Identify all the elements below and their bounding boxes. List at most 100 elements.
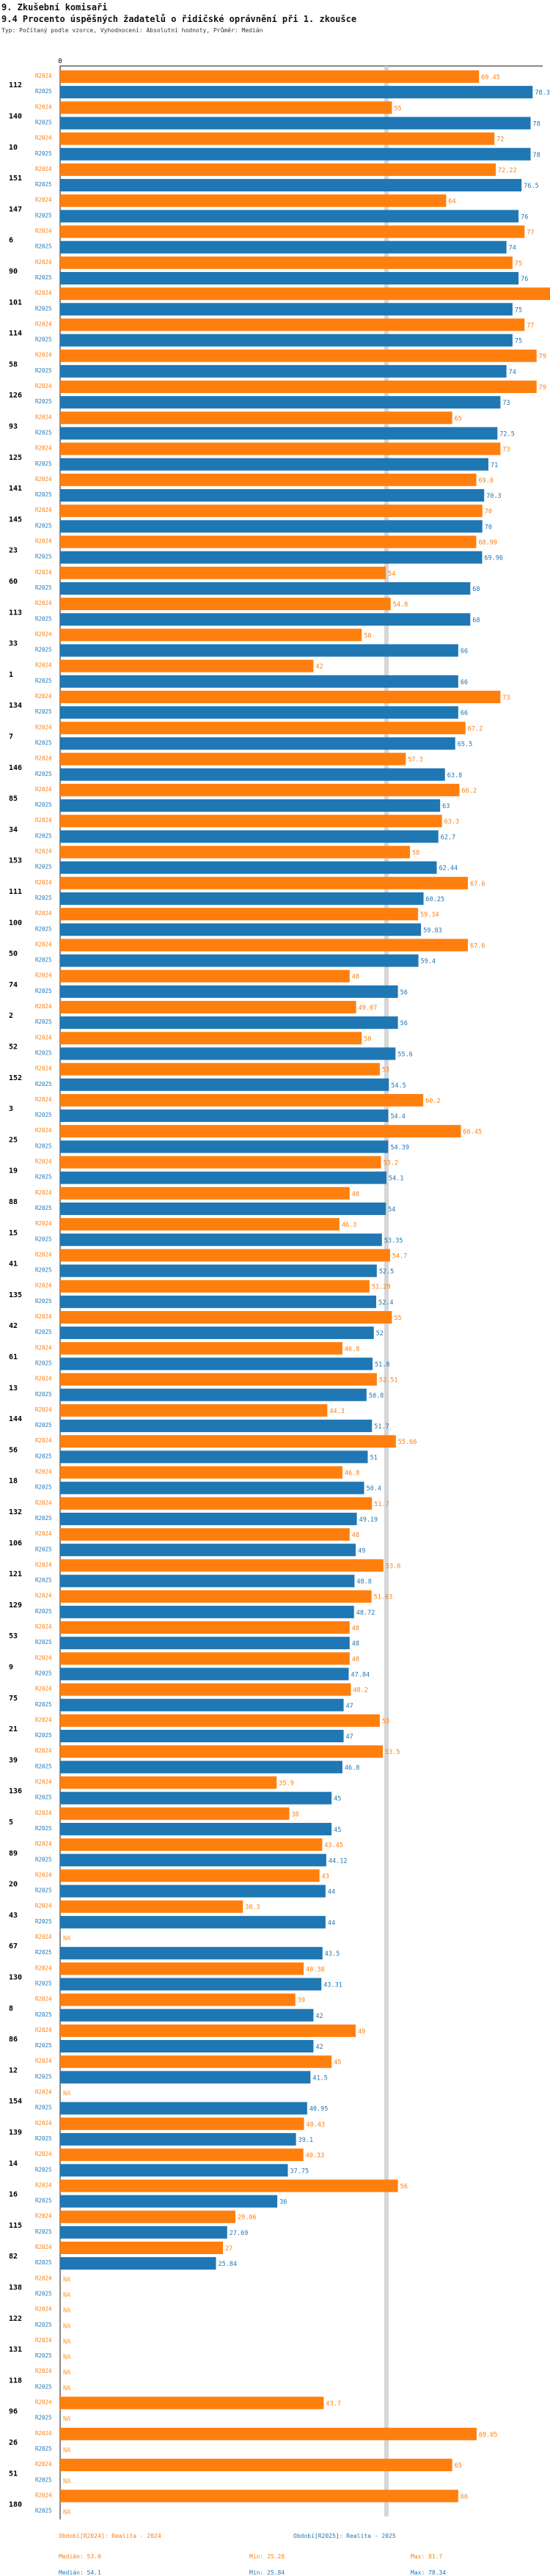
series-row-label-r2024: R2024 — [35, 2492, 52, 2498]
series-row-label-r2024: R2024 — [35, 972, 52, 979]
bar-r2025 — [60, 520, 483, 533]
legend-entry-r2024: Období[R2024]: Realita - 2024 — [59, 2532, 161, 2539]
category-label: 26 — [9, 2439, 18, 2447]
bar-r2025 — [60, 1791, 332, 1805]
bar-r2025 — [60, 334, 513, 347]
bar-r2025 — [60, 179, 522, 192]
series-row-label-r2024: R2024 — [35, 445, 52, 452]
series-row-label-r2024: R2024 — [35, 724, 52, 730]
stat-r2025-1: Min: 25.84 — [249, 2569, 285, 2576]
series-row-label-r2025: R2025 — [35, 864, 52, 870]
bar-r2024 — [60, 1776, 277, 1789]
data-label-r2025: 39.1 — [298, 2137, 313, 2144]
bar-r2024 — [60, 598, 391, 611]
data-label-r2025: 50.8 — [369, 1392, 384, 1400]
bar-r2024 — [60, 2459, 452, 2472]
series-row-label-r2024: R2024 — [35, 1034, 52, 1041]
data-label-r2024: 72 — [496, 136, 504, 144]
bar-r2025 — [60, 737, 455, 750]
series-row-label-r2025: R2025 — [35, 1577, 52, 1584]
series-row-label-r2024: R2024 — [35, 1623, 52, 1630]
bar-r2024 — [60, 70, 480, 83]
category-label: 131 — [9, 2346, 22, 2354]
data-label-r2025: 54.39 — [390, 1144, 409, 1151]
bar-r2025 — [60, 1420, 373, 1433]
bar-r2025 — [60, 2225, 227, 2239]
bar-r2024 — [60, 939, 469, 952]
bar-r2024 — [60, 1403, 328, 1417]
series-row-label-r2024: R2024 — [35, 1841, 52, 1847]
bar-r2025 — [60, 923, 422, 936]
data-label-r2024: 51.63 — [374, 1594, 393, 1601]
data-label-r2025: 68 — [472, 586, 480, 593]
series-row-label-r2024: R2024 — [35, 1747, 52, 1754]
series-row-label-r2024: R2024 — [35, 290, 52, 296]
category-label: 43 — [9, 1912, 18, 1920]
data-label-r2025: 75 — [515, 338, 522, 345]
bar-r2024 — [60, 1621, 350, 1634]
series-row-label-r2024: R2024 — [35, 1159, 52, 1165]
data-label-r2025: 63.8 — [447, 772, 462, 779]
category-label: 23 — [9, 547, 18, 555]
series-row-label-r2025: R2025 — [35, 1359, 52, 1366]
series-row-label-r2025: R2025 — [35, 243, 52, 250]
bar-r2025 — [60, 1915, 326, 1929]
data-label-r2025: 48.72 — [356, 1610, 375, 1617]
category-label: 67 — [9, 1942, 18, 1951]
bar-r2025 — [60, 1761, 342, 1774]
bar-r2025 — [60, 1605, 354, 1618]
series-row-label-r2025: R2025 — [35, 1236, 52, 1242]
series-row-label-r2024: R2024 — [35, 1996, 52, 2003]
bar-r2025 — [60, 644, 458, 657]
series-row-label-r2024: R2024 — [35, 1717, 52, 1723]
data-label-r2024: 30.3 — [245, 1904, 260, 1912]
data-label-r2024: 45 — [334, 2059, 341, 2066]
series-row-label-r2025: R2025 — [35, 1142, 52, 1149]
bar-r2025 — [60, 1109, 389, 1123]
data-label-r2025: 51.8 — [375, 1361, 389, 1368]
category-label: 144 — [9, 1415, 22, 1423]
series-row-label-r2024: R2024 — [35, 755, 52, 762]
series-row-label-r2024: R2024 — [35, 2181, 52, 2188]
series-row-label-r2024: R2024 — [35, 1871, 52, 1878]
bar-r2025 — [60, 1637, 350, 1650]
data-label-r2025: 51.7 — [374, 1423, 389, 1431]
bar-r2025 — [60, 1822, 332, 1835]
data-label-r2025: 49 — [358, 1547, 365, 1555]
data-label-r2025: 70 — [485, 524, 492, 531]
series-row-label-r2025: R2025 — [35, 1019, 52, 1025]
data-label-r2025: 66 — [461, 648, 468, 656]
series-row-label-r2025: R2025 — [35, 1701, 52, 1708]
series-row-label-r2025: R2025 — [35, 2508, 52, 2514]
data-label-r2025: 45 — [334, 1827, 341, 1834]
bar-r2025 — [60, 2102, 307, 2115]
data-label-r2024: NA — [63, 2338, 70, 2346]
series-row-label-r2024: R2024 — [35, 1189, 52, 1196]
data-label-r2025: 43.31 — [323, 1981, 342, 1989]
data-label-r2024: 58 — [412, 850, 419, 857]
series-row-label-r2024: R2024 — [35, 631, 52, 637]
stat-r2025-0: Medián: 54.1 — [59, 2569, 101, 2576]
data-label-r2025: 45 — [334, 1796, 341, 1803]
category-label: 134 — [9, 702, 22, 710]
category-label: 42 — [9, 1322, 18, 1330]
category-label: 114 — [9, 330, 22, 338]
series-row-label-r2024: R2024 — [35, 2058, 52, 2064]
data-label-r2025: 36 — [279, 2199, 287, 2206]
series-row-label-r2025: R2025 — [35, 1174, 52, 1181]
data-label-r2024: 67.2 — [468, 725, 483, 733]
series-row-label-r2024: R2024 — [35, 1593, 52, 1599]
series-row-label-r2024: R2024 — [35, 2306, 52, 2313]
bar-r2024 — [60, 752, 406, 766]
series-row-label-r2025: R2025 — [35, 2198, 52, 2204]
series-row-label-r2025: R2025 — [35, 2073, 52, 2080]
category-label: 106 — [9, 1539, 22, 1547]
series-row-label-r2025: R2025 — [35, 1515, 52, 1522]
category-label: 86 — [9, 2036, 18, 2044]
bar-r2025 — [60, 2164, 288, 2177]
data-label-r2024: 55 — [394, 1315, 401, 1322]
category-label: 111 — [9, 888, 22, 896]
data-label-r2024: 48 — [352, 1532, 359, 1539]
data-label-r2025: 66 — [461, 710, 468, 717]
